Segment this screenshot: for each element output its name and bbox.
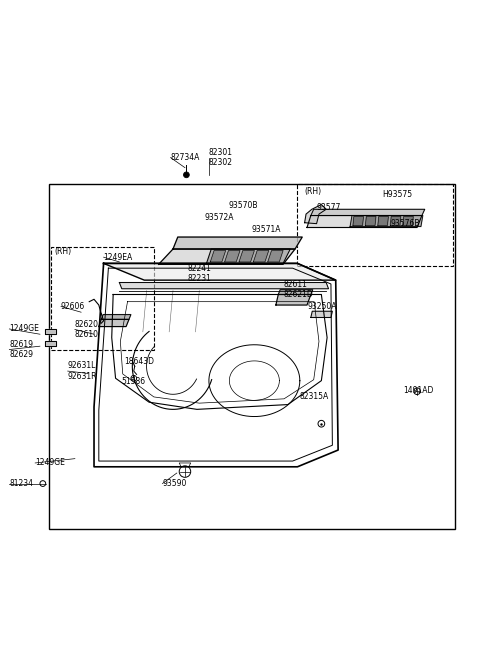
Circle shape (183, 172, 189, 178)
Text: 82619
82629: 82619 82629 (9, 340, 33, 359)
Polygon shape (173, 237, 302, 249)
Text: 93572A: 93572A (204, 213, 234, 222)
Polygon shape (276, 295, 311, 305)
Bar (298, 184, 453, 266)
Polygon shape (101, 315, 131, 319)
Polygon shape (278, 290, 313, 295)
Bar (48, 184, 456, 529)
Polygon shape (210, 251, 226, 262)
Text: 93570B: 93570B (228, 201, 258, 210)
Polygon shape (311, 209, 425, 216)
Text: 92606: 92606 (61, 302, 85, 311)
Text: 1491AD: 1491AD (403, 386, 433, 395)
Text: 82734A: 82734A (170, 153, 200, 162)
Text: 51586: 51586 (121, 377, 145, 386)
Polygon shape (365, 216, 376, 226)
Polygon shape (305, 205, 326, 224)
Text: 82611
82621D: 82611 82621D (283, 280, 313, 299)
Bar (51, 247, 154, 350)
Text: 1249GE: 1249GE (35, 459, 65, 468)
Text: (RH): (RH) (305, 187, 322, 196)
Polygon shape (206, 249, 290, 264)
Polygon shape (311, 311, 332, 318)
Polygon shape (99, 319, 129, 327)
Polygon shape (45, 329, 56, 334)
Text: 93590: 93590 (162, 479, 187, 488)
Polygon shape (253, 251, 269, 262)
Text: 1249GE: 1249GE (9, 325, 39, 333)
Text: 1249EA: 1249EA (104, 253, 133, 262)
Polygon shape (378, 216, 388, 226)
Text: H93575: H93575 (383, 190, 413, 199)
Text: 82241
82231: 82241 82231 (187, 264, 211, 283)
Polygon shape (104, 264, 336, 280)
Polygon shape (307, 216, 422, 228)
Text: 93250A: 93250A (307, 302, 336, 311)
Polygon shape (158, 249, 295, 264)
Text: 93576B: 93576B (391, 219, 420, 228)
Text: 82315A: 82315A (300, 392, 329, 401)
Polygon shape (239, 251, 254, 262)
Text: (RH): (RH) (54, 247, 72, 256)
Text: 93571A: 93571A (252, 225, 281, 234)
Text: 92631L
92631R: 92631L 92631R (68, 361, 97, 380)
Text: 81234: 81234 (9, 479, 33, 488)
Polygon shape (225, 251, 240, 262)
Text: 82301
82302: 82301 82302 (209, 148, 233, 167)
Polygon shape (120, 283, 328, 289)
Polygon shape (353, 216, 363, 226)
Text: 82620
82610: 82620 82610 (75, 319, 99, 339)
Text: 18643D: 18643D (124, 357, 154, 366)
Polygon shape (390, 216, 401, 226)
Polygon shape (268, 251, 283, 262)
Polygon shape (403, 216, 413, 226)
Polygon shape (350, 216, 423, 226)
Text: 93577: 93577 (317, 203, 341, 212)
Polygon shape (45, 341, 56, 346)
